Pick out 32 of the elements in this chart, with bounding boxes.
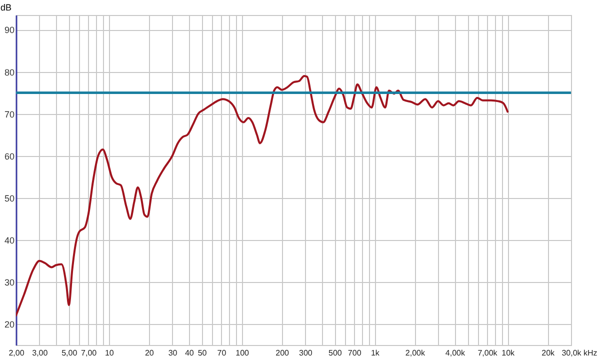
y-tick-label: 80 [4,67,14,78]
y-tick-label: 30 [4,277,14,288]
x-tick-label: 10 [104,348,114,358]
x-tick-label: 20 [144,348,154,358]
x-tick-label: 200 [276,348,290,358]
x-tick-label: 1k [370,348,380,358]
x-tick-label: 7,00k [478,348,498,358]
x-tick-label: 3,00 [32,348,48,358]
y-tick-label: 40 [4,235,14,246]
x-axis-title: kHz [584,348,598,358]
y-tick-label: 50 [4,193,14,204]
x-tick-label: 70 [217,348,227,358]
x-tick-label: 40 [184,348,194,358]
x-tick-label: 20k [542,348,556,358]
x-tick-label: 5,00 [62,348,78,358]
x-tick-label: 10k [502,348,516,358]
x-tick-label: 300 [299,348,313,358]
x-tick-label: 30 [168,348,178,358]
x-tick-label: 7,00 [81,348,98,358]
x-tick-label: 30,0k [562,348,582,358]
x-tick-label: 4,00k [445,348,466,358]
x-tick-label: 2,00k [405,348,426,358]
x-tick-label: 700 [348,348,362,358]
y-axis-title: dB [0,2,12,12]
y-tick-label: 60 [4,151,14,162]
x-tick-label: 2,00 [8,348,25,358]
y-tick-label: 70 [4,109,14,120]
x-tick-label: 50 [198,348,208,358]
x-tick-label: 100 [236,348,250,358]
x-tick-label: 500 [328,348,342,358]
y-tick-label: 90 [4,25,14,36]
y-tick-label: 20 [4,319,14,330]
